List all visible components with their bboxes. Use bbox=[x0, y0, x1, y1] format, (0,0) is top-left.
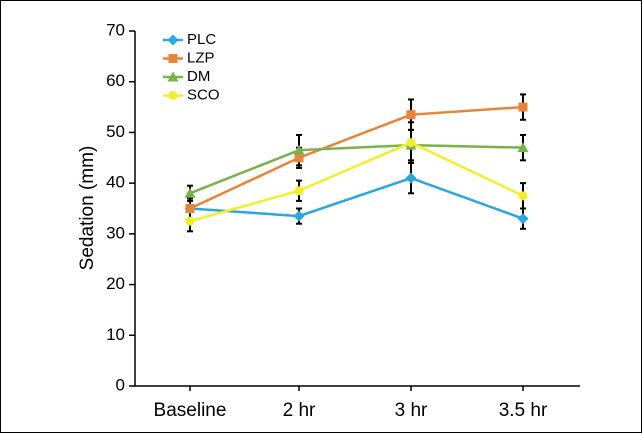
marker bbox=[406, 138, 416, 148]
legend-label: DM bbox=[187, 68, 210, 85]
series-line bbox=[189, 143, 524, 195]
marker bbox=[518, 191, 528, 201]
marker bbox=[185, 204, 195, 213]
y-tick-label: 0 bbox=[116, 375, 125, 394]
y-tick-label: 40 bbox=[106, 173, 125, 192]
marker bbox=[293, 144, 305, 155]
x-tick-label: Baseline bbox=[154, 400, 227, 421]
marker bbox=[293, 210, 305, 222]
y-tick-label: 70 bbox=[106, 20, 125, 39]
marker bbox=[167, 34, 179, 46]
legend-label: SCO bbox=[187, 86, 220, 103]
marker bbox=[168, 54, 178, 63]
x-tick-label: 3 hr bbox=[395, 400, 428, 421]
marker bbox=[517, 213, 529, 225]
legend-label: PLC bbox=[187, 31, 216, 48]
series-line bbox=[189, 176, 524, 220]
y-tick-label: 20 bbox=[106, 274, 125, 293]
marker bbox=[518, 102, 528, 112]
marker bbox=[294, 153, 304, 163]
y-tick-label: 30 bbox=[106, 223, 125, 242]
y-tick-label: 10 bbox=[106, 325, 125, 344]
marker bbox=[167, 71, 179, 82]
series-line bbox=[189, 105, 524, 210]
legend-label: LZP bbox=[187, 49, 215, 66]
y-tick-label: 50 bbox=[106, 122, 125, 141]
marker bbox=[184, 187, 196, 198]
series-line bbox=[189, 141, 524, 223]
marker bbox=[168, 91, 178, 100]
marker bbox=[294, 186, 304, 196]
x-tick-label: 3.5 hr bbox=[499, 400, 548, 421]
marker bbox=[405, 172, 417, 184]
y-tick-label: 60 bbox=[106, 71, 125, 90]
marker bbox=[406, 110, 416, 120]
x-tick-label: 2 hr bbox=[283, 400, 316, 421]
marker bbox=[185, 216, 195, 226]
y-axis-label: Sedation (mm) bbox=[77, 146, 98, 271]
marker bbox=[517, 142, 529, 153]
